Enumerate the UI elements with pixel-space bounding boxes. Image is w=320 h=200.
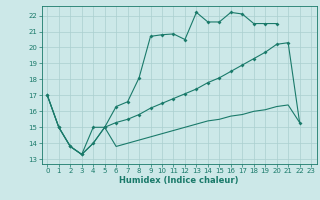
X-axis label: Humidex (Indice chaleur): Humidex (Indice chaleur) (119, 176, 239, 185)
